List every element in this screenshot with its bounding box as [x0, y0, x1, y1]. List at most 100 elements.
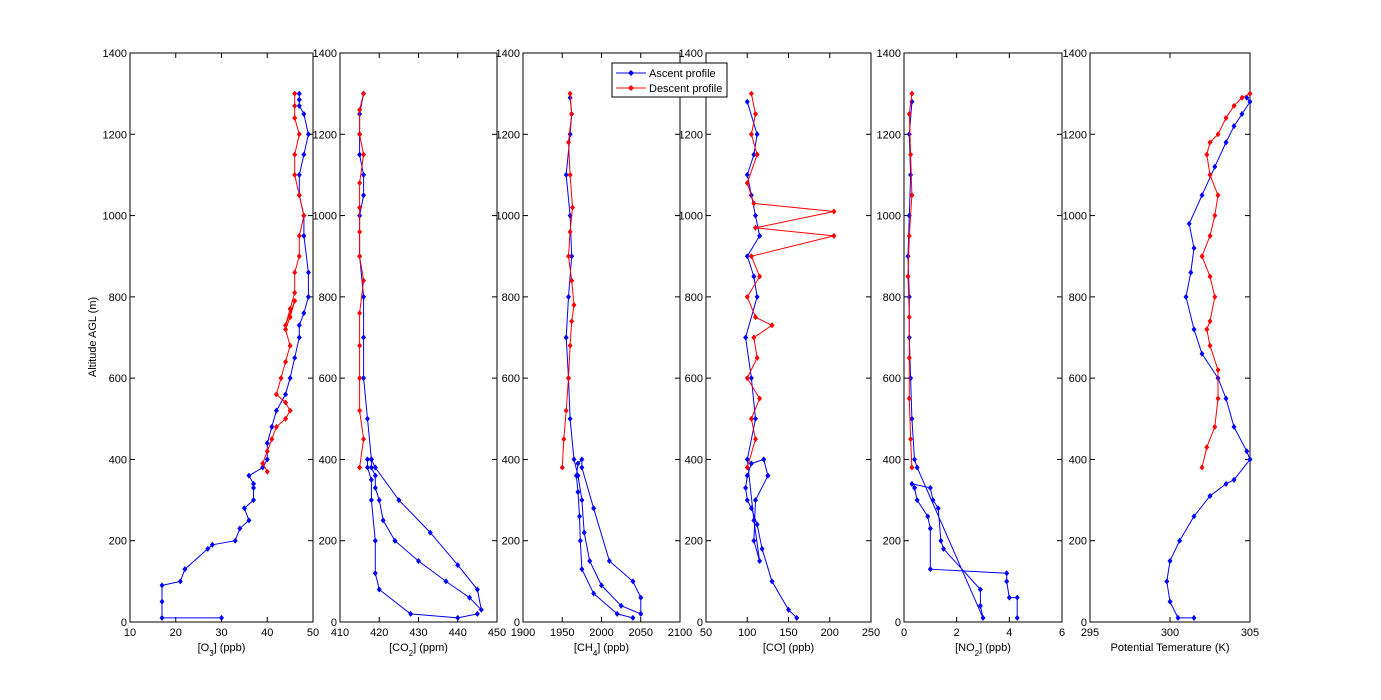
- data-point: [566, 139, 572, 146]
- panel-6: 295 300 305 0 200 400 600 800 1000 1200 1400 Potent…: [1063, 48, 1260, 654]
- x-tick-label: 2000: [589, 627, 613, 639]
- data-point: [1004, 578, 1010, 585]
- data-point: [977, 602, 983, 609]
- data-point: [357, 151, 363, 158]
- data-point: [587, 558, 593, 565]
- data-point: [1207, 232, 1213, 239]
- x-axis-label: [NO2] (ppb): [955, 642, 1011, 658]
- data-point: [287, 407, 293, 414]
- data-point: [579, 497, 585, 504]
- data-point: [1199, 253, 1205, 260]
- x-tick-label: 1900: [511, 627, 535, 639]
- y-tick-label: 400: [1069, 454, 1087, 466]
- data-point: [1191, 326, 1197, 333]
- data-point: [1247, 456, 1253, 463]
- x-tick-label: 1950: [550, 627, 574, 639]
- data-point: [368, 476, 374, 483]
- data-point: [1207, 171, 1213, 178]
- data-point: [361, 171, 367, 178]
- data-point: [579, 566, 585, 573]
- data-point: [467, 594, 473, 601]
- y-axis-label: Altitude AGL (m): [87, 297, 99, 377]
- y-tick-label: 200: [109, 536, 127, 548]
- data-point: [296, 334, 302, 341]
- series-line: [1201, 93, 1251, 468]
- data-point: [264, 456, 270, 463]
- y-tick-label: 400: [319, 454, 337, 466]
- data-point: [364, 415, 370, 422]
- data-point: [753, 212, 758, 219]
- data-point: [914, 497, 920, 504]
- x-tick-label: 440: [449, 627, 467, 639]
- data-point: [757, 395, 763, 402]
- data-point: [1212, 293, 1218, 300]
- panel-1: 10 20 30 40 50 0 200 400 600 800 1000 1200 1400 [O3] …: [103, 48, 320, 658]
- data-point: [1186, 220, 1192, 227]
- data-point: [566, 293, 572, 300]
- data-point: [264, 468, 270, 475]
- data-point: [1191, 614, 1197, 621]
- data-point: [743, 334, 749, 341]
- data-point: [908, 436, 914, 443]
- data-point: [273, 391, 279, 398]
- data-point: [182, 566, 188, 573]
- data-point: [357, 253, 363, 260]
- data-point: [743, 484, 749, 491]
- legend: Ascent profile Descent profile: [611, 62, 728, 98]
- y-tick-label: 0: [331, 617, 337, 629]
- data-point: [1239, 110, 1245, 117]
- data-point: [177, 578, 183, 585]
- data-point: [630, 578, 636, 585]
- plot-area: [129, 52, 314, 623]
- series-descent: [559, 90, 577, 471]
- x-tick-label: 2: [954, 627, 960, 639]
- data-point: [905, 253, 911, 260]
- y-tick-label: 1000: [679, 211, 703, 223]
- data-point: [831, 208, 837, 215]
- data-point: [575, 472, 581, 479]
- data-point: [753, 497, 758, 504]
- data-point: [744, 456, 750, 463]
- data-point: [237, 525, 243, 532]
- data-point: [283, 399, 289, 406]
- data-point: [1215, 395, 1221, 402]
- x-tick-label: 250: [862, 627, 880, 639]
- x-axis-label: [CO] (ppb): [763, 642, 814, 654]
- data-point: [571, 301, 577, 308]
- data-point: [296, 253, 302, 260]
- y-tick-label: 1200: [496, 129, 520, 141]
- data-point: [287, 314, 293, 321]
- y-tick-label: 600: [502, 373, 520, 385]
- y-tick-label: 200: [502, 536, 520, 548]
- data-point: [748, 415, 754, 422]
- y-tick-label: 800: [319, 292, 337, 304]
- data-point: [757, 558, 763, 565]
- data-point: [1207, 139, 1213, 146]
- data-point: [935, 505, 941, 512]
- y-tick-label: 0: [1081, 617, 1087, 629]
- data-point: [357, 131, 363, 138]
- data-point: [1223, 115, 1229, 122]
- legend-marker-descent: [628, 85, 634, 91]
- y-tick-label: 400: [883, 454, 901, 466]
- data-point: [561, 436, 567, 443]
- data-point: [361, 334, 367, 341]
- data-point: [443, 578, 449, 585]
- data-point: [638, 610, 644, 617]
- data-point: [761, 456, 767, 463]
- data-point: [786, 606, 791, 613]
- y-tick-label: 1000: [496, 211, 520, 223]
- data-point: [1175, 614, 1181, 621]
- data-point: [251, 480, 257, 487]
- y-tick-label: 600: [883, 373, 901, 385]
- y-tick-label: 1000: [313, 211, 337, 223]
- data-point: [372, 537, 378, 544]
- x-tick-label: 2050: [629, 627, 653, 639]
- x-tick-label: 30: [215, 627, 227, 639]
- plot-area: [1089, 52, 1251, 623]
- data-point: [906, 314, 912, 321]
- legend-box: [611, 62, 728, 98]
- y-tick-label: 0: [514, 617, 520, 629]
- plot-area: [903, 52, 1063, 623]
